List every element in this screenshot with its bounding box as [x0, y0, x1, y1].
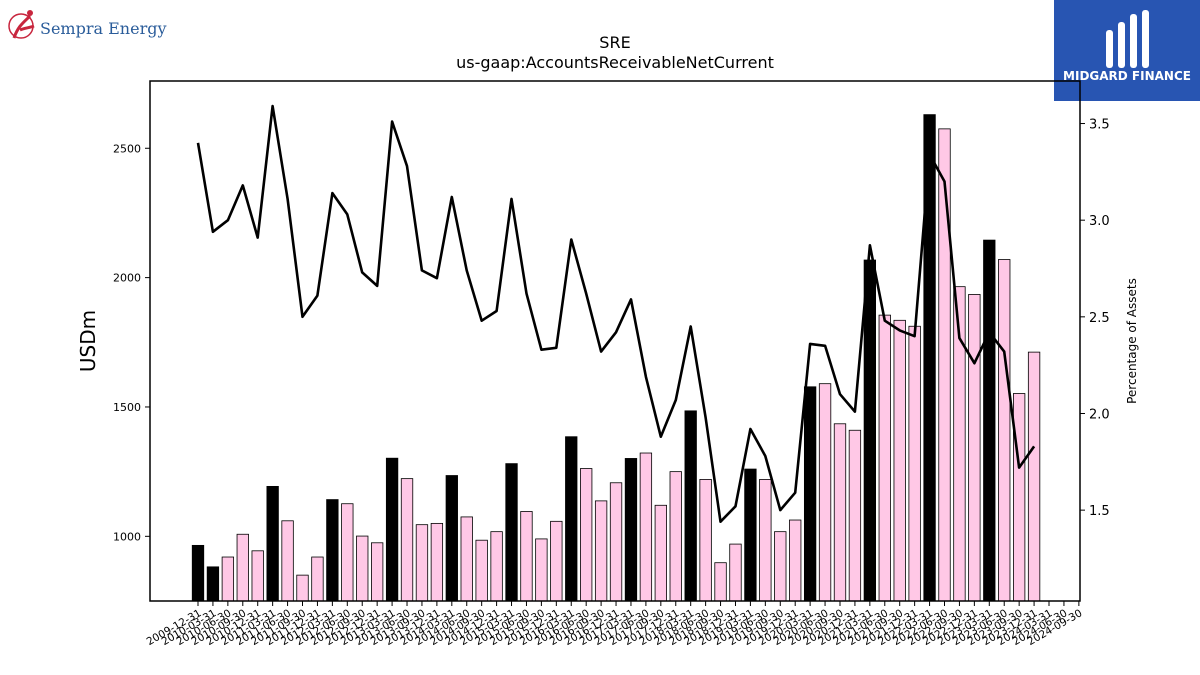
logo-background	[1054, 0, 1200, 101]
bar	[550, 520, 563, 602]
y2-tick-label: 1.5	[1089, 504, 1110, 519]
logo-head-icon	[27, 10, 33, 16]
percentage-line	[196, 104, 1036, 524]
bar	[1013, 393, 1026, 602]
bar	[923, 114, 936, 602]
bar	[863, 259, 876, 602]
bar	[669, 471, 682, 602]
y-axis-left: 1000 1500 2000 2500	[113, 142, 150, 543]
chart-title: SRE	[599, 33, 630, 52]
bar	[833, 423, 847, 602]
bar	[266, 485, 279, 602]
bar	[908, 325, 921, 602]
right-logo-text: MIDGARD FINANCE	[1063, 69, 1191, 83]
logo-figure-icon	[12, 14, 35, 39]
bar	[983, 239, 996, 602]
bar	[415, 524, 429, 602]
bar	[714, 562, 727, 602]
bar	[251, 550, 264, 602]
bar	[998, 259, 1011, 602]
sempra-energy-logo: Sempra Energy	[8, 10, 167, 39]
bar	[1027, 351, 1041, 602]
left-logo-text: Sempra Energy	[40, 19, 167, 38]
bar	[206, 566, 220, 602]
bar	[699, 479, 712, 602]
bar	[221, 556, 235, 602]
plot-frame	[149, 80, 1081, 602]
bar	[356, 535, 369, 602]
bar	[744, 468, 757, 602]
bar	[371, 542, 384, 602]
y-tick-label: 1500	[113, 401, 141, 414]
bar	[311, 556, 324, 602]
bar	[624, 458, 638, 602]
bar	[520, 511, 533, 602]
y2-tick-label: 3.0	[1089, 214, 1110, 229]
bar	[893, 319, 906, 602]
bar	[341, 503, 354, 602]
bar	[818, 383, 832, 602]
bar	[490, 531, 503, 602]
y-tick-label: 1000	[113, 530, 141, 543]
bar	[296, 574, 309, 602]
chart-subtitle: us-gaap:AccountsReceivableNetCurrent	[456, 53, 774, 72]
y2-tick-label: 2.0	[1089, 407, 1110, 422]
bar	[759, 479, 772, 602]
bar	[639, 452, 653, 602]
bar	[938, 128, 951, 602]
bar-series	[191, 114, 1041, 602]
y-axis-right: 1.5 2.0 2.5 3.0 3.5	[1080, 118, 1110, 519]
bar	[729, 543, 742, 602]
bar	[475, 539, 488, 602]
bar	[445, 475, 458, 602]
y2-tick-label: 3.5	[1089, 118, 1110, 133]
bar	[848, 429, 862, 602]
bar	[535, 538, 548, 602]
bar	[430, 522, 444, 602]
bar	[326, 499, 339, 602]
bar	[789, 519, 802, 602]
midgard-mark-icon	[1106, 10, 1149, 68]
bar	[236, 533, 249, 602]
line-series	[196, 104, 1036, 524]
bar	[460, 516, 473, 602]
y-tick-label: 2500	[113, 142, 141, 155]
bar	[968, 294, 981, 602]
bar	[385, 457, 399, 602]
bar	[594, 500, 608, 602]
y2-tick-label: 2.5	[1089, 311, 1110, 326]
bar	[400, 478, 414, 602]
x-axis: 2009-12-312010-03-312010-06-302010-09-30…	[145, 601, 1084, 648]
bar	[774, 531, 787, 602]
bar	[878, 314, 891, 602]
bar	[580, 468, 593, 602]
y-axis-label: USDm	[76, 310, 100, 372]
bar	[565, 436, 578, 602]
bar	[609, 482, 623, 602]
y-tick-label: 2000	[113, 272, 141, 285]
bar	[654, 504, 667, 602]
bar	[281, 520, 294, 602]
bar	[191, 544, 205, 602]
bar	[803, 386, 817, 602]
y2-axis-label: Percentage of Assets	[1125, 278, 1139, 404]
bar	[684, 410, 697, 602]
bar	[505, 463, 518, 602]
midgard-finance-logo: MIDGARD FINANCE	[1054, 0, 1200, 101]
